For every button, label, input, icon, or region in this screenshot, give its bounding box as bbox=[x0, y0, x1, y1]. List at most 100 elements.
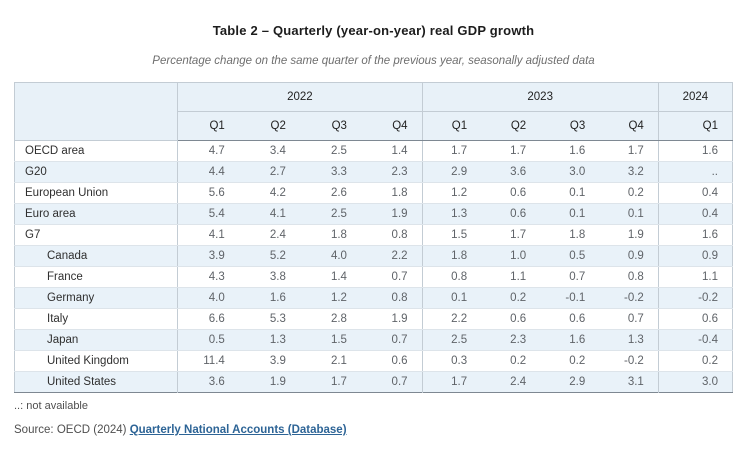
value-cell: 1.8 bbox=[540, 224, 600, 246]
value-cell: 1.0 bbox=[481, 245, 541, 267]
value-cell: 0.7 bbox=[391, 376, 408, 388]
value-cell: 2.8 bbox=[299, 308, 361, 330]
value-cell: 0.9 bbox=[599, 245, 659, 267]
value-cell: 0.1 bbox=[540, 203, 600, 225]
value-cell: 1.6 bbox=[540, 329, 600, 351]
value-cell: 1.3 bbox=[238, 329, 300, 351]
value-cell: 0.2 bbox=[657, 350, 733, 372]
value-cell: 1.2 bbox=[421, 182, 482, 204]
table-row: Euro area 5.4 4.1 2.5 1.9 1.3 0.6 0.1 0.1 0.4 bbox=[14, 203, 733, 225]
quarter-header: Q3 bbox=[299, 111, 361, 141]
value-cell: 0.6 bbox=[481, 308, 541, 330]
value-cell: 0.7 bbox=[540, 266, 600, 288]
value-cell: -0.2 bbox=[599, 350, 659, 372]
value-cell: 1.7 bbox=[421, 371, 482, 393]
value-cell: 2.1 bbox=[299, 350, 361, 372]
value-cell: 4.4 bbox=[177, 161, 239, 183]
value-cell: 5.3 bbox=[238, 308, 300, 330]
value-cell: 3.9 bbox=[238, 350, 300, 372]
value-cell: 2.5 bbox=[421, 329, 482, 351]
value-cell: 5.6 bbox=[177, 182, 239, 204]
row-label: European Union bbox=[14, 182, 178, 204]
row-label: Japan bbox=[14, 329, 178, 351]
value-cell: 0.2 bbox=[481, 350, 541, 372]
value-cell: 1.8 bbox=[299, 224, 361, 246]
value-cell: 4.1 bbox=[238, 203, 300, 225]
value-cell: 0.6 bbox=[657, 308, 733, 330]
value-cell: 1.4 bbox=[299, 266, 361, 288]
row-label: G7 bbox=[14, 224, 178, 246]
value-cell: 5.2 bbox=[238, 245, 300, 267]
value-cell: 2.9 bbox=[569, 376, 586, 388]
value-cell: 2.4 bbox=[238, 224, 300, 246]
value-cell: -0.1 bbox=[540, 287, 600, 309]
value-cell: 6.6 bbox=[177, 308, 239, 330]
value-cell: -0.2 bbox=[599, 287, 659, 309]
quarter-header-row: Q1 Q2 Q3 Q4 Q1 Q2 Q3 Q4 Q1 bbox=[15, 111, 733, 141]
table-row: France 4.3 3.8 1.4 0.7 0.8 1.1 0.7 0.8 1.1 bbox=[14, 266, 733, 288]
value-cell: 4.2 bbox=[238, 182, 300, 204]
table-row: European Union 5.6 4.2 2.6 1.8 1.2 0.6 0.1 0.2 0.… bbox=[14, 182, 733, 204]
value-cell: 0.6 bbox=[481, 182, 541, 204]
table-row: Japan 0.5 1.3 1.5 0.7 2.5 2.3 1.6 1.3 -0.4 bbox=[14, 329, 733, 351]
table-subtitle: Percentage change on the same quarter of… bbox=[152, 55, 595, 67]
row-label: G20 bbox=[14, 161, 178, 183]
table-header: 2022 2023 2024 Q1 Q2 Q3 Q4 Q1 Q2 Q3 Q4 Q… bbox=[14, 82, 733, 141]
not-available-footnote: ..: not available bbox=[14, 400, 88, 412]
value-cell: 1.6 bbox=[238, 287, 300, 309]
quarter-header: Q1 bbox=[177, 111, 239, 141]
year-header-row: 2022 2023 2024 bbox=[14, 82, 733, 141]
value-cell: 4.1 bbox=[177, 224, 239, 246]
value-cell: 4.7 bbox=[177, 140, 239, 162]
table-row: United States 3.6 1.9 1.7 0.7 1.7 2.4 2.9 3.1 3.0 bbox=[14, 371, 733, 393]
value-cell: 3.0 bbox=[540, 161, 600, 183]
row-label: OECD area bbox=[14, 140, 178, 162]
value-cell: 0.1 bbox=[421, 287, 482, 309]
value-cell: 11.4 bbox=[177, 350, 239, 372]
value-cell: 0.6 bbox=[540, 308, 600, 330]
row-label: United Kingdom bbox=[14, 350, 178, 372]
value-cell: 3.8 bbox=[238, 266, 300, 288]
row-label: Italy bbox=[14, 308, 178, 330]
quarter-header: Q4 bbox=[360, 111, 423, 141]
table-row: Italy 6.6 5.3 2.8 1.9 2.2 0.6 0.6 0.7 0.6 bbox=[14, 308, 733, 330]
value-cell: 1.9 bbox=[599, 224, 659, 246]
value-cell: 1.7 bbox=[481, 140, 541, 162]
value-cell: 4.0 bbox=[177, 287, 239, 309]
table-row: Germany 4.0 1.6 1.2 0.8 0.1 0.2 -0.1 -0.2 -0.2 bbox=[14, 287, 733, 309]
value-cell: 3.6 bbox=[177, 371, 239, 393]
table-row: Canada 3.9 5.2 4.0 2.2 1.8 1.0 0.5 0.9 0.9 bbox=[14, 245, 733, 267]
value-cell: 0.9 bbox=[657, 245, 733, 267]
value-cell: 0.8 bbox=[599, 266, 659, 288]
value-cell: 2.5 bbox=[299, 203, 361, 225]
value-cell: 1.7 bbox=[599, 140, 659, 162]
row-label: Canada bbox=[14, 245, 178, 267]
row-label: France bbox=[14, 266, 178, 288]
value-cell: 0.7 bbox=[599, 308, 659, 330]
value-cell: 0.7 bbox=[360, 329, 423, 351]
value-cell: 0.2 bbox=[540, 350, 600, 372]
value-cell: 1.7 bbox=[330, 376, 347, 388]
table-title: Table 2 – Quarterly (year-on-year) real … bbox=[212, 23, 535, 38]
value-cell: 1.5 bbox=[299, 329, 361, 351]
value-cell: 1.6 bbox=[540, 140, 600, 162]
value-cell: 3.6 bbox=[481, 161, 541, 183]
value-cell: 0.8 bbox=[421, 266, 482, 288]
value-cell: 2.3 bbox=[360, 161, 423, 183]
value-cell: 1.1 bbox=[481, 266, 541, 288]
table-row: G20 4.4 2.7 3.3 2.3 2.9 3.6 3.0 3.2.. bbox=[14, 161, 733, 183]
source-database-link[interactable]: Quarterly National Accounts (Database) bbox=[129, 424, 347, 436]
value-cell: 1.9 bbox=[269, 376, 286, 388]
value-cell: 0.5 bbox=[177, 329, 239, 351]
value-cell: 1.9 bbox=[360, 308, 423, 330]
value-cell: 1.7 bbox=[421, 140, 482, 162]
quarter-header: Q2 bbox=[238, 111, 300, 141]
value-cell: 2.2 bbox=[421, 308, 482, 330]
table-body: OECD area 4.7 3.4 2.5 1.4 1.7 1.7 1.6 1.7 1.6 G20 4… bbox=[14, 140, 733, 393]
value-cell: 3.9 bbox=[177, 245, 239, 267]
year-header-2023: 2023 bbox=[421, 82, 659, 112]
corner-cell bbox=[14, 82, 178, 141]
value-cell: 1.5 bbox=[421, 224, 482, 246]
year-header-2024: 2024 bbox=[657, 82, 733, 112]
value-cell: 4.0 bbox=[299, 245, 361, 267]
